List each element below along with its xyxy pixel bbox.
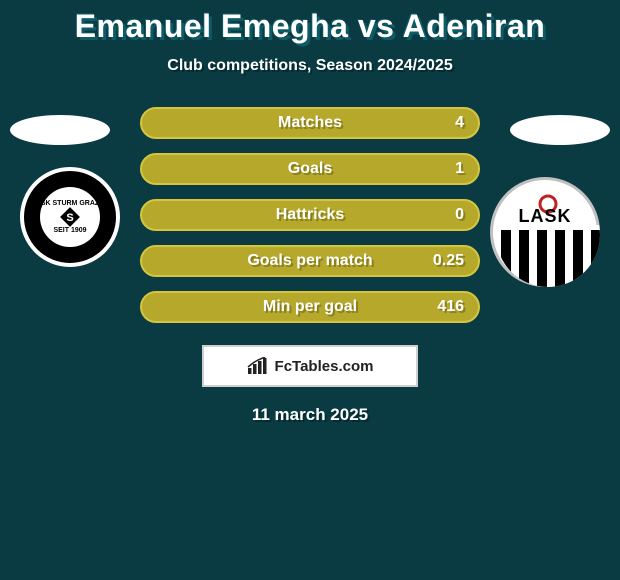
content-area: SK STURM GRAZ S SEIT 1909 bbox=[0, 107, 620, 425]
stat-label: Goals bbox=[288, 160, 332, 178]
stat-label: Min per goal bbox=[263, 298, 357, 316]
player-photo-right bbox=[510, 115, 610, 145]
subtitle: Club competitions, Season 2024/2025 bbox=[0, 57, 620, 75]
club-badge-left: SK STURM GRAZ S SEIT 1909 bbox=[20, 167, 120, 267]
comparison-card: Emanuel Emegha vs Adeniran Club competit… bbox=[0, 0, 620, 425]
stat-value: 416 bbox=[437, 298, 464, 316]
stat-row-goals-per-match: Goals per match 0.25 bbox=[140, 245, 480, 277]
club-badge-right: LASK bbox=[490, 177, 600, 287]
stats-list: Matches 4 Goals 1 Hattricks 0 Goals per … bbox=[140, 107, 480, 323]
svg-text:S: S bbox=[66, 212, 73, 224]
club-right-label: LASK bbox=[519, 206, 572, 227]
stat-row-hattricks: Hattricks 0 bbox=[140, 199, 480, 231]
stat-value: 4 bbox=[455, 114, 464, 132]
stat-row-goals: Goals 1 bbox=[140, 153, 480, 185]
page-title: Emanuel Emegha vs Adeniran bbox=[0, 8, 620, 45]
stat-value: 0 bbox=[455, 206, 464, 224]
stat-value: 0.25 bbox=[433, 252, 464, 270]
player-photo-left bbox=[10, 115, 110, 145]
stat-label: Goals per match bbox=[247, 252, 372, 270]
sturm-s-icon: S bbox=[60, 207, 80, 227]
stat-row-min-per-goal: Min per goal 416 bbox=[140, 291, 480, 323]
lask-stripes-icon bbox=[493, 180, 603, 290]
club-left-text-top: SK STURM GRAZ bbox=[41, 200, 99, 207]
stat-row-matches: Matches 4 bbox=[140, 107, 480, 139]
club-badge-left-inner: SK STURM GRAZ S SEIT 1909 bbox=[40, 187, 100, 247]
date-label: 11 march 2025 bbox=[0, 405, 620, 425]
brand-box[interactable]: FcTables.com bbox=[202, 345, 418, 387]
stat-value: 1 bbox=[455, 160, 464, 178]
stat-label: Matches bbox=[278, 114, 342, 132]
brand-label: FcTables.com bbox=[275, 358, 374, 375]
club-left-text-bottom: SEIT 1909 bbox=[53, 227, 86, 234]
bar-chart-icon bbox=[247, 357, 269, 375]
stat-label: Hattricks bbox=[276, 206, 344, 224]
